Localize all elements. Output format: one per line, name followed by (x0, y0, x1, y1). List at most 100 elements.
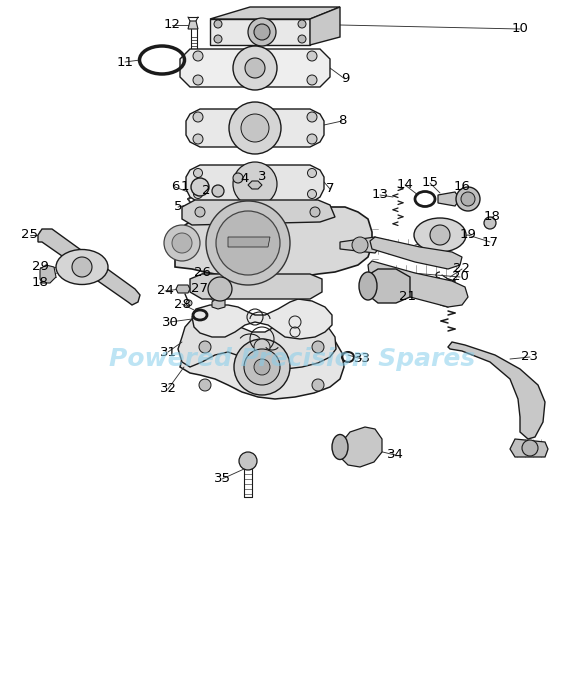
Circle shape (193, 169, 203, 178)
Text: 22: 22 (454, 263, 471, 275)
Text: 19: 19 (460, 229, 477, 241)
Text: 24: 24 (157, 284, 173, 298)
Circle shape (239, 452, 257, 470)
Circle shape (186, 300, 192, 306)
Circle shape (430, 225, 450, 245)
Polygon shape (178, 315, 336, 369)
Polygon shape (368, 261, 468, 307)
Polygon shape (192, 299, 332, 339)
Circle shape (308, 169, 317, 178)
Circle shape (229, 102, 281, 154)
Polygon shape (176, 285, 190, 293)
Circle shape (208, 277, 232, 301)
Polygon shape (190, 274, 322, 299)
Circle shape (307, 112, 317, 122)
Text: 27: 27 (192, 282, 208, 296)
Polygon shape (370, 237, 462, 269)
Text: Powered Precision Spares: Powered Precision Spares (109, 347, 475, 371)
Polygon shape (38, 229, 140, 305)
Circle shape (312, 379, 324, 391)
Circle shape (241, 114, 269, 142)
Text: 34: 34 (387, 448, 404, 461)
Text: 18: 18 (32, 277, 48, 289)
Polygon shape (340, 427, 382, 467)
Circle shape (456, 187, 480, 211)
Text: 28: 28 (173, 298, 190, 310)
Ellipse shape (56, 250, 108, 284)
Text: 23: 23 (522, 351, 538, 364)
Circle shape (164, 225, 200, 261)
Circle shape (193, 112, 203, 122)
Circle shape (307, 134, 317, 144)
Circle shape (214, 35, 222, 43)
Circle shape (307, 75, 317, 85)
Text: 12: 12 (164, 19, 180, 31)
Circle shape (193, 51, 203, 61)
Text: 15: 15 (422, 176, 439, 190)
Circle shape (193, 134, 203, 144)
Circle shape (193, 75, 203, 85)
Polygon shape (175, 207, 372, 279)
Circle shape (254, 339, 270, 355)
Polygon shape (40, 265, 56, 283)
Ellipse shape (359, 272, 377, 300)
Circle shape (195, 207, 205, 217)
Text: 33: 33 (353, 353, 370, 365)
Polygon shape (188, 21, 198, 29)
Text: 3: 3 (258, 171, 266, 183)
Text: 7: 7 (326, 183, 334, 195)
Polygon shape (180, 49, 330, 87)
Circle shape (233, 162, 277, 206)
Circle shape (199, 341, 211, 353)
Circle shape (484, 217, 496, 229)
Polygon shape (210, 19, 310, 45)
Circle shape (522, 440, 538, 456)
Polygon shape (448, 342, 545, 439)
Text: 29: 29 (32, 261, 48, 273)
Text: 25: 25 (22, 229, 39, 241)
Polygon shape (186, 109, 324, 147)
Polygon shape (182, 200, 335, 225)
Circle shape (233, 173, 243, 183)
Ellipse shape (332, 434, 348, 459)
Text: 17: 17 (481, 236, 499, 249)
Circle shape (307, 51, 317, 61)
Circle shape (244, 349, 280, 385)
Circle shape (461, 192, 475, 206)
Text: 20: 20 (451, 270, 468, 284)
Polygon shape (180, 329, 344, 399)
Text: 16: 16 (454, 181, 471, 194)
Circle shape (191, 178, 209, 196)
Text: 14: 14 (397, 178, 413, 192)
Text: 30: 30 (162, 316, 179, 328)
Circle shape (234, 339, 290, 395)
Circle shape (310, 207, 320, 217)
Polygon shape (228, 237, 270, 247)
Text: 5: 5 (174, 201, 182, 213)
Circle shape (298, 35, 306, 43)
Polygon shape (310, 7, 340, 45)
Text: 26: 26 (193, 266, 210, 279)
Text: 2: 2 (201, 185, 210, 197)
Polygon shape (186, 165, 324, 202)
Polygon shape (438, 192, 460, 206)
Circle shape (254, 24, 270, 40)
Circle shape (298, 20, 306, 28)
Text: 9: 9 (341, 72, 349, 86)
Text: 8: 8 (338, 114, 346, 128)
Text: 21: 21 (399, 291, 416, 303)
Text: 10: 10 (512, 22, 529, 36)
Text: 11: 11 (116, 56, 134, 68)
Polygon shape (340, 237, 382, 253)
Polygon shape (248, 181, 262, 189)
Text: 35: 35 (214, 473, 231, 486)
Polygon shape (510, 439, 548, 457)
Circle shape (214, 20, 222, 28)
Text: 6: 6 (171, 181, 179, 194)
Ellipse shape (414, 218, 466, 252)
Text: 4: 4 (241, 172, 249, 185)
Circle shape (172, 233, 192, 253)
Circle shape (308, 190, 317, 199)
Circle shape (216, 211, 280, 275)
Circle shape (193, 190, 203, 199)
